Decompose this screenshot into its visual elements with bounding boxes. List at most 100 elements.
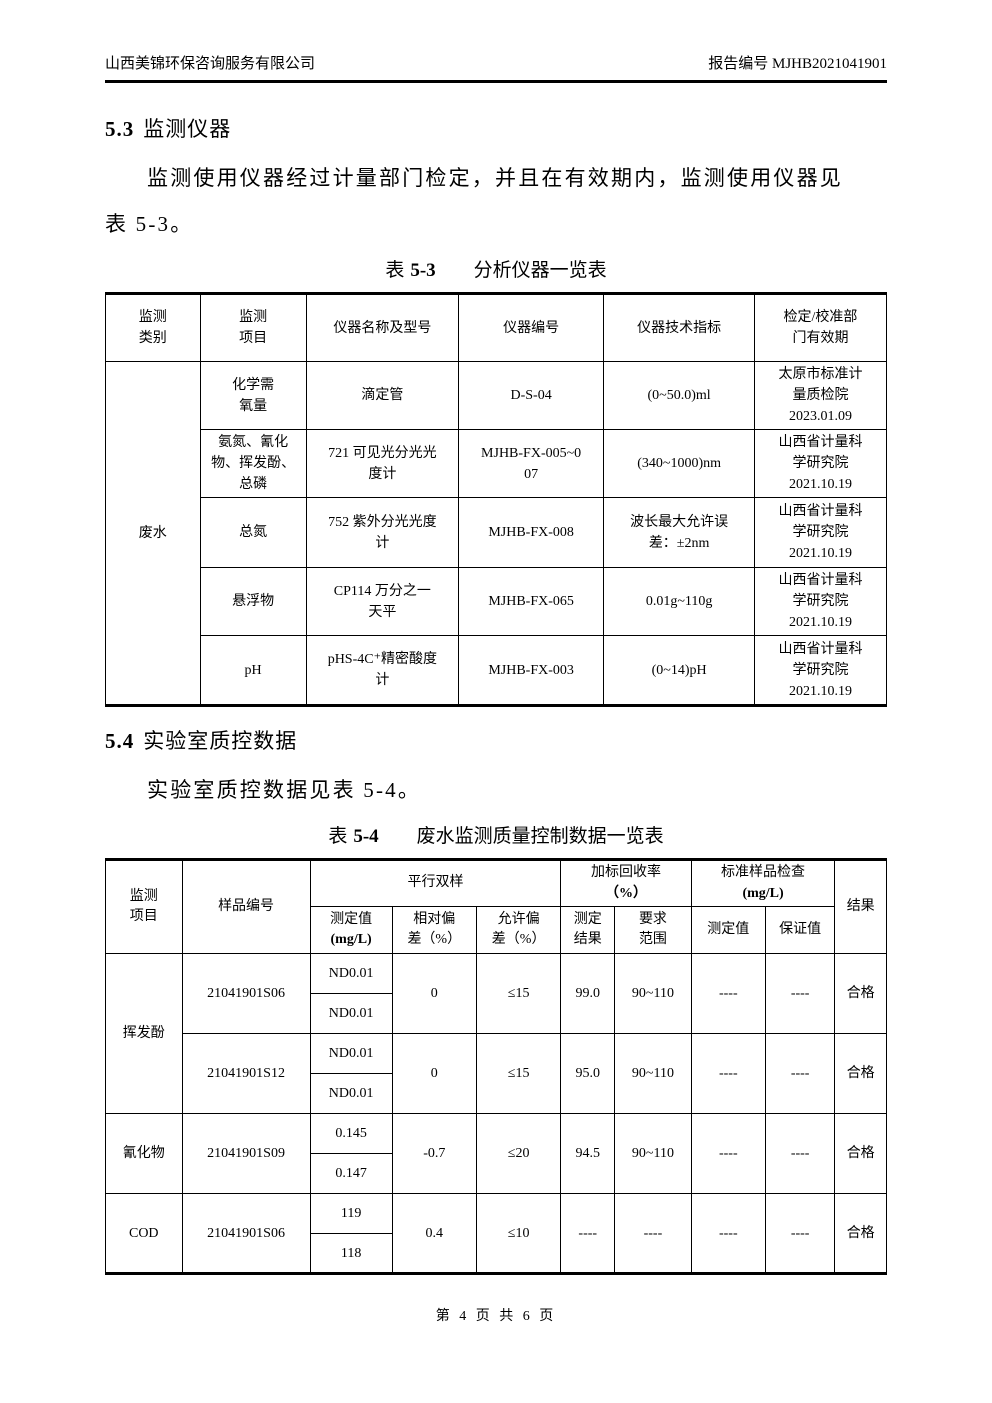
cell-instrument: pHS-4C⁺精密酸度 计 <box>305 635 459 706</box>
report-number: 报告编号 MJHB2021041901 <box>708 56 887 72</box>
cell-result: 合格 <box>834 1033 887 1114</box>
agency-name: 山西省计量科 学研究院 <box>778 641 863 678</box>
cell-measured-value: 0.145 <box>309 1113 393 1154</box>
cell-item: COD <box>105 1193 183 1274</box>
qc-data-table: 监测 项目 样品编号 平行双样 加标回收率 （%） 标准样品检查 (mg/L) … <box>105 858 887 1275</box>
caption-prefix: 表 <box>328 826 348 847</box>
cell-sample-id: 21041901S09 <box>181 1113 311 1194</box>
measured-unit: (mg/L) <box>330 932 372 947</box>
caption-title: 分析仪器一览表 <box>473 260 607 281</box>
table-row: 总氮 752 紫外分光光度 计 MJHB-FX-008 波长最大允许误 差：±2… <box>106 497 888 568</box>
standard-group-label: 标准样品检查 <box>721 865 806 881</box>
table-row: 氨氮、氰化 物、挥发酚、 总磷 721 可见光分光光 度计 MJHB-FX-00… <box>106 429 888 498</box>
instrument-table: 监测 类别 监测 项目 仪器名称及型号 仪器编号 仪器技术指标 检定/校准部 门… <box>105 292 888 707</box>
section-title: 实验室质控数据 <box>143 729 298 753</box>
agency-name: 山西省计量科 学研究院 <box>778 573 863 609</box>
column-header-recovery-range: 要求 范围 <box>614 906 692 954</box>
cell-measured-value: 119 <box>309 1193 393 1234</box>
column-header-spec: 仪器技术指标 <box>603 293 755 362</box>
column-header-instrument: 仪器名称及型号 <box>305 293 459 362</box>
cell-measured-value: ND0.01 <box>309 1033 393 1074</box>
caption-title: 废水监测质量控制数据一览表 <box>416 826 664 847</box>
valid-date: 2021.10.19 <box>788 615 852 630</box>
table-row: 21041901S12 ND0.01 0 ≤15 95.0 90~110 ---… <box>106 1033 887 1114</box>
table-row: 挥发酚 21041901S06 ND0.01 0 ≤15 99.0 90~110… <box>105 953 887 1114</box>
column-header-measured: 测定值 (mg/L) <box>309 906 393 954</box>
table-row: ND0.01 <box>106 1073 887 1114</box>
column-header-agency: 检定/校准部 门有效期 <box>753 293 888 362</box>
cell-recovery-result: 94.5 <box>560 1113 616 1194</box>
section-5-3-paragraph: 监测使用仪器经过计量部门检定，并且在有效期内，监测使用仪器见 表 5-3。 <box>105 166 843 236</box>
column-header-allowed-deviation: 允许偏 差（%） <box>475 906 562 954</box>
cell-measured-value: 0.147 <box>309 1153 393 1194</box>
cell-item: pH <box>199 635 307 706</box>
cell-standard-certified: ---- <box>764 953 836 1034</box>
cell-standard-measured: ---- <box>690 1113 766 1194</box>
cell-item: 氨氮、氰化 物、挥发酚、 总磷 <box>199 429 307 498</box>
cell-spec: 波长最大允许误 差：±2nm <box>603 497 755 568</box>
table-header-row: 监测 类别 监测 项目 仪器名称及型号 仪器编号 仪器技术指标 检定/校准部 门… <box>105 293 888 362</box>
section-5-3-heading: 5.3 监测仪器 <box>105 113 887 143</box>
cell-allowed-deviation: ≤20 <box>475 1113 562 1194</box>
cell-result: 合格 <box>834 953 887 1034</box>
valid-date: 2023.01.09 <box>788 409 852 424</box>
cell-relative-deviation: -0.7 <box>391 1113 477 1194</box>
table-row: 氰化物 21041901S09 0.145 -0.7 ≤20 94.5 90~1… <box>105 1113 887 1194</box>
column-header-relative-deviation: 相对偏 差（%） <box>391 906 477 954</box>
cell-item: 总氮 <box>199 497 307 568</box>
cell-recovery-range: ---- <box>614 1193 692 1274</box>
table-5-3-caption: 表 5-3 分析仪器一览表 <box>105 255 887 282</box>
column-header-standard-certified: 保证值 <box>764 906 836 954</box>
cell-measured-value: ND0.01 <box>309 1073 393 1114</box>
cell-sample-id: 21041901S12 <box>181 1033 311 1114</box>
column-header-recovery-group: 加标回收率 （%） <box>560 859 692 907</box>
agency-name: 山西省计量科 学研究院 <box>778 435 863 471</box>
recovery-group-unit: （%） <box>605 885 647 901</box>
caption-prefix: 表 <box>385 260 405 281</box>
valid-date: 2021.10.19 <box>788 546 852 561</box>
column-header-result: 结果 <box>834 859 887 954</box>
cell-serial: MJHB-FX-005~0 07 <box>457 429 605 498</box>
cell-agency: 山西省计量科 学研究院 2021.10.19 <box>753 497 888 568</box>
column-header-sample-id: 样品编号 <box>181 859 311 954</box>
column-header-parallel-group: 平行双样 <box>309 859 562 907</box>
cell-agency: 山西省计量科 学研究院 2021.10.19 <box>753 567 888 636</box>
recovery-group-label: 加标回收率 <box>591 865 661 881</box>
cell-recovery-range: 90~110 <box>614 953 692 1034</box>
cell-recovery-result: ---- <box>560 1193 616 1274</box>
cell-category: 废水 <box>105 361 201 706</box>
agency-name: 山西省计量科 学研究院 <box>778 504 863 540</box>
cell-standard-measured: ---- <box>690 1033 766 1114</box>
cell-relative-deviation: 0.4 <box>391 1193 477 1274</box>
cell-serial: D-S-04 <box>457 361 605 430</box>
cell-instrument: 滴定管 <box>305 361 459 430</box>
cell-agency: 太原市标准计 量质检院 2023.01.09 <box>753 361 888 430</box>
cell-agency: 山西省计量科 学研究院 2021.10.19 <box>753 635 888 706</box>
column-header-item: 监测 项目 <box>105 859 183 954</box>
column-header-standard-measured: 测定值 <box>690 906 766 954</box>
table-header-row: 测定值 (mg/L) 相对偏 差（%） 允许偏 差（%） 测定 结果 要求 范围… <box>106 906 887 954</box>
cell-agency: 山西省计量科 学研究院 2021.10.19 <box>753 429 888 498</box>
table-row: 0.147 <box>106 1153 887 1194</box>
cell-sample-id: 21041901S06 <box>181 1193 311 1274</box>
cell-serial: MJHB-FX-065 <box>457 567 605 636</box>
agency-name: 太原市标准计 量质检院 <box>778 367 863 403</box>
cell-serial: MJHB-FX-008 <box>457 497 605 568</box>
cell-standard-certified: ---- <box>764 1113 836 1194</box>
cell-standard-certified: ---- <box>764 1033 836 1114</box>
cell-instrument: CP114 万分之一 天平 <box>305 567 459 636</box>
standard-group-unit: (mg/L) <box>742 885 784 901</box>
column-header-standard-group: 标准样品检查 (mg/L) <box>690 859 836 907</box>
doc-header: 山西美锦环保咨询服务有限公司 报告编号 MJHB2021041901 <box>105 52 887 83</box>
company-name: 山西美锦环保咨询服务有限公司 <box>105 56 316 72</box>
cell-allowed-deviation: ≤15 <box>475 953 562 1034</box>
cell-sample-id: 21041901S06 <box>181 953 311 1034</box>
valid-date: 2021.10.19 <box>788 477 852 492</box>
table-row: 悬浮物 CP114 万分之一 天平 MJHB-FX-065 0.01g~110g… <box>106 567 888 636</box>
cell-relative-deviation: 0 <box>391 1033 477 1114</box>
section-title: 监测仪器 <box>143 117 232 141</box>
cell-item: 悬浮物 <box>199 567 307 636</box>
section-number: 5.3 <box>105 117 135 141</box>
cell-serial: MJHB-FX-003 <box>457 635 605 706</box>
